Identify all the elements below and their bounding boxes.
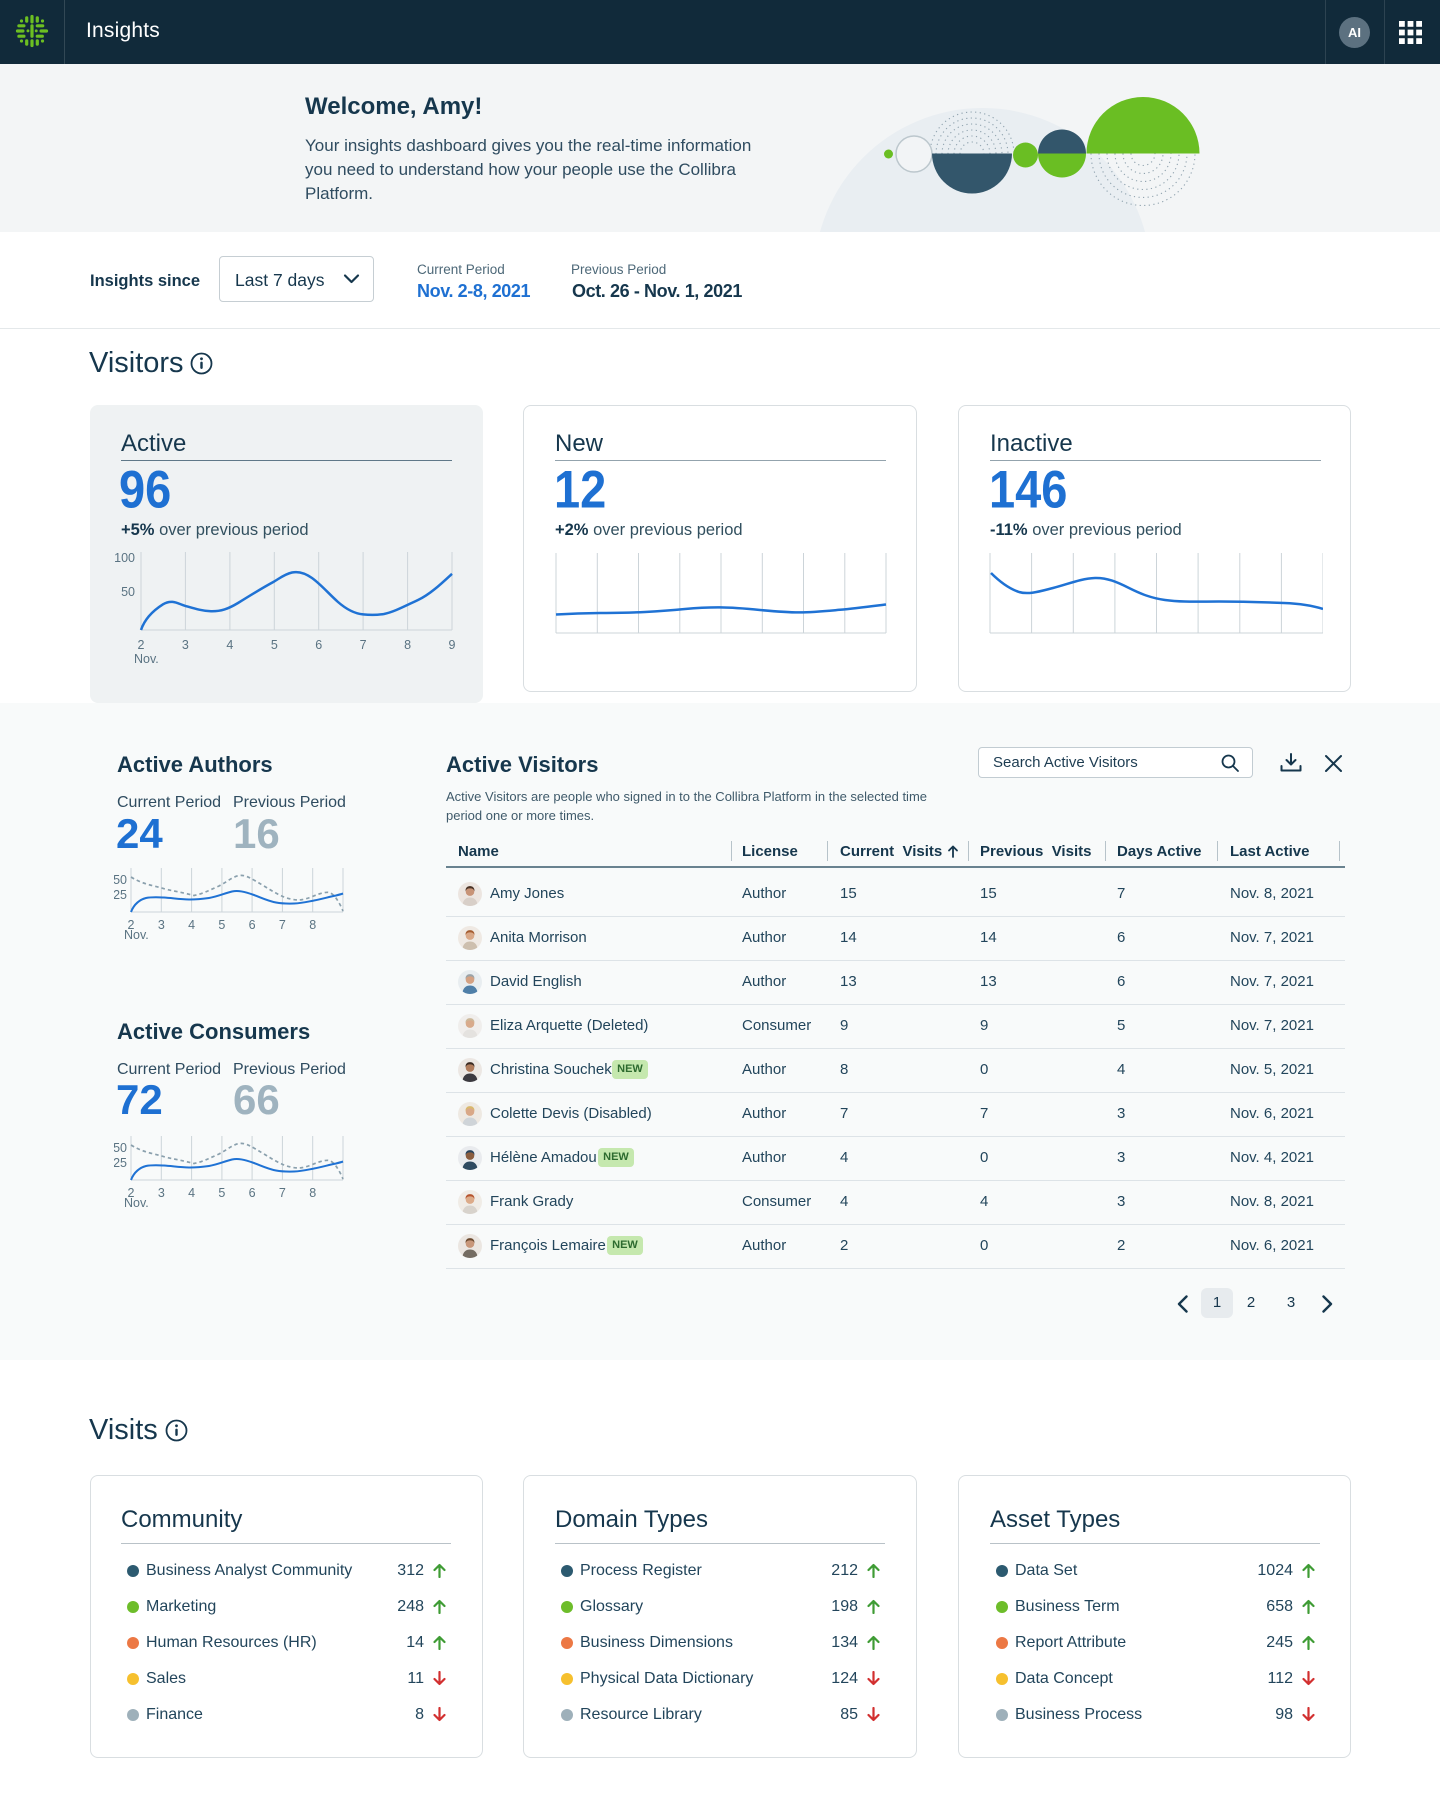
svg-text:6: 6 (249, 1186, 256, 1200)
svg-text:Nov.: Nov. (124, 1196, 149, 1208)
svg-text:7: 7 (279, 918, 286, 932)
svg-text:4: 4 (226, 638, 233, 652)
svg-text:2: 2 (128, 918, 135, 932)
svg-text:3: 3 (182, 638, 189, 652)
svg-text:100: 100 (114, 551, 135, 565)
svg-text:50: 50 (114, 873, 127, 887)
svg-text:4: 4 (188, 1186, 195, 1200)
svg-text:7: 7 (279, 1186, 286, 1200)
svg-text:5: 5 (271, 638, 278, 652)
svg-text:6: 6 (249, 918, 256, 932)
svg-text:8: 8 (309, 918, 316, 932)
svg-text:50: 50 (121, 585, 135, 599)
svg-text:3: 3 (158, 1186, 165, 1200)
svg-text:7: 7 (360, 638, 367, 652)
svg-text:6: 6 (315, 638, 322, 652)
svg-text:25: 25 (114, 1156, 127, 1170)
svg-text:3: 3 (158, 918, 165, 932)
svg-text:8: 8 (404, 638, 411, 652)
svg-text:5: 5 (218, 918, 225, 932)
svg-text:Nov.: Nov. (124, 928, 149, 940)
svg-text:25: 25 (114, 888, 127, 902)
svg-text:2: 2 (138, 638, 145, 652)
svg-text:2: 2 (128, 1186, 135, 1200)
svg-text:9: 9 (449, 638, 456, 652)
svg-text:50: 50 (114, 1141, 127, 1155)
svg-text:5: 5 (218, 1186, 225, 1200)
svg-text:8: 8 (309, 1186, 316, 1200)
svg-text:4: 4 (188, 918, 195, 932)
svg-text:Nov.: Nov. (134, 652, 159, 666)
